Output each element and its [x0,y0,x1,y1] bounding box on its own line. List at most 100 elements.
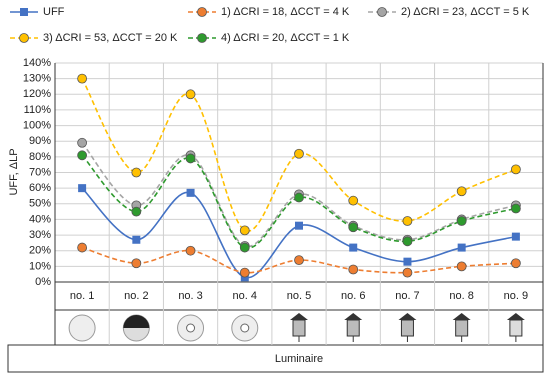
icon-roof [506,313,525,320]
luminaire-icon [398,313,417,342]
marker [510,258,521,269]
icon-roof [344,313,363,320]
marker [185,245,196,256]
marker [186,188,195,197]
marker [456,216,467,226]
y-tick-label: 50% [29,198,51,210]
series-line [81,154,517,249]
marker [185,89,196,100]
marker [348,222,359,233]
icon-globe [68,314,96,342]
y-tick-label: 20% [29,245,51,257]
y-tick-label: 60% [29,182,51,194]
marker [131,258,142,269]
marker [510,164,521,175]
series-line [81,78,517,232]
marker [239,225,250,236]
luminaire-icon [177,314,205,342]
marker [131,167,142,178]
legend-marker [377,7,387,17]
y-tick-label: 10% [29,260,51,272]
marker [132,235,141,244]
legend-label: 2) ΔCRI = 23, ΔCCT = 5 K [401,6,530,18]
marker [294,255,304,266]
y-tick-label: 100% [23,119,51,131]
series-line [81,187,517,279]
y-tick-label: 90% [29,135,51,147]
marker [510,203,521,214]
icon-roof [398,313,417,320]
icon-lamp [509,319,523,337]
legend-marker [19,33,29,43]
marker [349,243,358,252]
luminaire-icon [452,313,471,342]
legend-label: 3) ΔCRI = 53, ΔCCT = 20 K [43,32,178,44]
marker [131,206,142,217]
y-tick-label: 30% [29,229,51,241]
luminaire-icon [122,314,150,342]
x-tick-label: no. 6 [341,290,365,302]
legend-label: 4) ΔCRI = 20, ΔCCT = 1 K [221,32,350,44]
legend-marker [197,7,207,17]
marker [457,243,466,252]
marker [239,242,250,253]
y-axis-label: UFF, ΔLP [8,148,20,195]
luminaire-icon [344,313,363,342]
x-tick-label: no. 3 [178,290,202,302]
icon-lamp [292,319,306,337]
y-tick-label: 130% [23,73,51,85]
y-tick-label: 40% [29,213,51,225]
y-tick-label: 80% [29,151,51,163]
marker [402,216,413,226]
marker [77,137,88,148]
x-axis-label: Luminaire [275,353,323,365]
y-tick-label: 70% [29,166,51,178]
x-tick-label: no. 4 [233,290,257,302]
legend-marker [20,8,28,16]
marker [403,257,412,266]
icon-roof [452,313,471,320]
marker [456,186,467,197]
luminaire-icon [506,313,525,342]
legend-marker [197,33,207,43]
icon-bulb [186,323,196,333]
marker [348,264,359,275]
icon-cap [123,315,150,328]
luminaire-icon [68,314,96,342]
marker [239,267,250,278]
x-tick-label: no. 8 [449,290,473,302]
series-line [81,142,517,248]
x-tick-label: no. 1 [70,290,94,302]
marker [294,192,304,203]
x-tick-label: no. 9 [504,290,528,302]
luminaire-icon [231,314,259,342]
y-tick-label: 0% [35,276,51,288]
x-axis-box [7,344,544,373]
x-tick-label: no. 7 [395,290,419,302]
marker [348,195,359,206]
legend-label: UFF [43,6,65,18]
marker [77,242,88,253]
icon-roof [290,313,308,320]
icon-lamp [346,319,360,337]
y-tick-label: 110% [24,104,52,116]
marker [402,236,413,247]
luminaire-icon [290,313,308,342]
marker [511,232,520,241]
marker [77,150,88,161]
marker [295,221,303,230]
marker [185,153,196,164]
icon-bulb [240,323,250,333]
marker [456,261,467,272]
marker [402,267,413,278]
y-tick-label: 140% [23,57,51,69]
marker [78,184,87,193]
x-tick-label: no. 2 [124,290,148,302]
marker [294,148,304,159]
x-tick-label: no. 5 [287,290,311,302]
y-tick-label: 120% [23,88,51,100]
legend-label: 1) ΔCRI = 18, ΔCCT = 4 K [221,6,350,18]
icon-lamp [455,319,469,337]
marker [77,73,88,84]
